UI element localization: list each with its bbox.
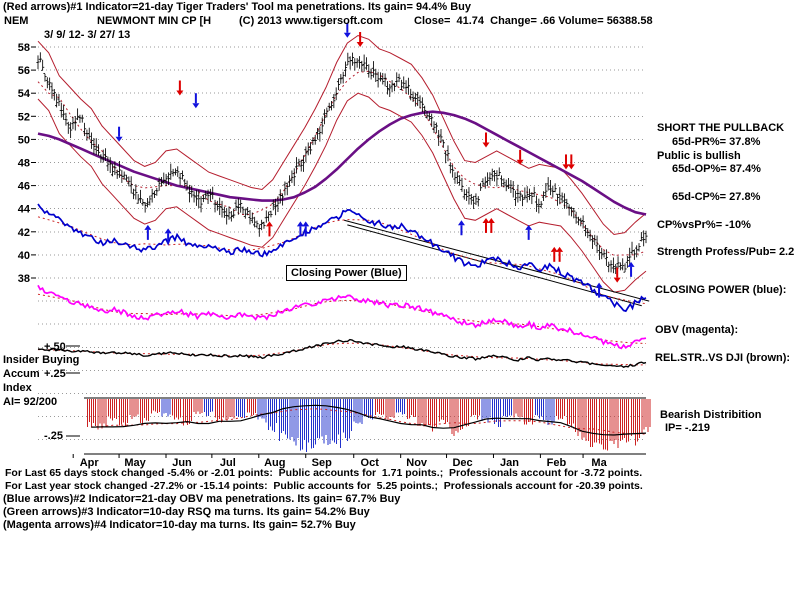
relstr-legend: REL.STR..VS DJI (brown):: [655, 352, 791, 364]
blue-up-arrow-icon: [144, 224, 152, 240]
ticker-symbol: NEM: [4, 15, 29, 27]
price-bands: [37, 34, 647, 293]
bottom-axis: [72, 453, 646, 458]
red-up-arrow-icon: [482, 217, 490, 233]
relative-strength-line: [37, 338, 647, 368]
red-down-arrow-icon: [482, 132, 490, 148]
month-label: May: [124, 457, 146, 469]
red-down-arrow-icon: [176, 80, 184, 96]
price-tick-label: 50: [18, 134, 30, 146]
trendline: [344, 219, 650, 307]
price-tick-label: 46: [18, 181, 30, 193]
gridlines: [38, 46, 646, 441]
minus25-label: -.25: [44, 430, 63, 442]
red-down-arrow-icon: [613, 267, 621, 283]
price-tick-label: 42: [18, 227, 30, 239]
price-bars: [36, 52, 648, 275]
price-tick-label: 52: [18, 111, 30, 123]
month-label: Dec: [452, 457, 472, 469]
month-label: Ma: [591, 457, 607, 469]
indicator3-text: (Green arrows)#3 Indicator=10-day RSQ ma…: [3, 506, 370, 518]
red-down-arrow-icon: [516, 149, 524, 165]
month-label: Aug: [264, 457, 285, 469]
copyright-text: (C) 2013 www.tigersoft.com: [239, 15, 383, 27]
blue-up-arrow-icon: [164, 228, 172, 244]
blue-up-arrow-icon: [627, 261, 635, 277]
month-label: Jul: [220, 457, 236, 469]
price-tick-label: 58: [18, 42, 30, 54]
price-tick-label: 54: [18, 88, 31, 100]
insider-buying-label: Insider Buying: [3, 354, 80, 366]
month-label: Nov: [406, 457, 428, 469]
plus25-label: +.25: [44, 368, 66, 380]
stock-title: NEWMONT MIN CP [H: [97, 15, 212, 27]
cp-vs-pr: CP%vsPr%= -10%: [657, 219, 751, 231]
month-label: Jun: [172, 457, 192, 469]
ip-value: IP= -.219: [665, 422, 710, 434]
price-tick-label: 44: [18, 204, 31, 216]
red-down-arrow-icon: [567, 154, 575, 170]
red-up-arrow-icon: [556, 246, 564, 262]
indicator1-header: (Red arrows)#1 Indicator=21-day Tiger Tr…: [3, 1, 472, 13]
price-axis: 58 56 54 52 50 48 46 44 42 40 38: [18, 42, 80, 437]
public-sentiment: Public is bullish: [657, 150, 741, 162]
blue-up-arrow-icon: [595, 282, 603, 298]
red-down-arrow-icon: [356, 32, 364, 47]
blue-up-arrow-icon: [525, 224, 533, 240]
month-label: Apr: [80, 457, 100, 469]
red-up-arrow-icon: [487, 217, 495, 233]
lastyear-text: For Last year stock changed -27.2% or -1…: [5, 480, 643, 492]
bearish-distribution: Bearish Distribition: [660, 409, 762, 421]
blue-up-arrow-icon: [302, 221, 310, 237]
close-change-volume: Close= 41.74 Change= .66 Volume= 56388.5…: [414, 15, 653, 27]
blue-up-arrow-icon: [457, 220, 465, 236]
red-up-arrow-icon: [550, 246, 558, 262]
closing-power-legend: CLOSING POWER (blue):: [655, 284, 787, 296]
price-tick-label: 40: [18, 250, 30, 262]
obv-line: [37, 284, 647, 350]
closing-power-label-box: Closing Power (Blue): [286, 265, 407, 281]
blue-up-arrow-icon: [296, 221, 304, 237]
short-call-text: SHORT THE PULLBACK: [657, 122, 785, 134]
last65days-text: For Last 65 days stock changed -5.4% or …: [5, 467, 643, 479]
signal-arrows: [115, 22, 635, 298]
pr-percent: 65d-PR%= 37.8%: [672, 136, 761, 148]
month-label: Oct: [361, 457, 380, 469]
strength-ratio: Strength Profess/Pub= 2.2: [657, 246, 795, 258]
red-down-arrow-icon: [562, 154, 570, 170]
month-label: Sep: [312, 457, 332, 469]
blue-down-arrow-icon: [192, 93, 200, 109]
red-up-arrow-icon: [265, 221, 273, 237]
month-labels: Apr May Jun Jul Aug Sep Oct Nov Dec Jan Feb Ma: [80, 457, 608, 469]
op-percent: 65d-OP%= 87.4%: [672, 163, 761, 175]
date-range: 3/ 9/ 12- 3/ 27/ 13: [44, 29, 131, 41]
accum-label: Accum: [3, 368, 40, 380]
purple-ma-line: [37, 110, 647, 216]
blue-down-arrow-icon: [343, 22, 351, 38]
ai-value-label: AI= 92/200: [3, 396, 58, 408]
price-tick-label: 56: [18, 65, 30, 77]
plus50-label: +.50: [44, 341, 66, 353]
month-label: Feb: [547, 457, 567, 469]
month-label: Jan: [500, 457, 519, 469]
indicator4-text: (Magenta arrows)#4 Indicator=10-day ma t…: [3, 519, 356, 531]
cp-percent: 65d-CP%= 27.8%: [672, 191, 761, 203]
blue-down-arrow-icon: [115, 126, 123, 142]
index-label: Index: [3, 382, 32, 394]
price-tick-label: 38: [18, 273, 30, 285]
accum-histogram: [84, 397, 651, 453]
price-tick-label: 48: [18, 158, 30, 170]
closing-power-line: [37, 203, 647, 313]
obv-legend: OBV (magenta):: [655, 324, 739, 336]
ai-line: [91, 404, 647, 436]
indicator2-text: (Blue arrows)#2 Indicator=21-day OBV ma …: [3, 493, 401, 505]
